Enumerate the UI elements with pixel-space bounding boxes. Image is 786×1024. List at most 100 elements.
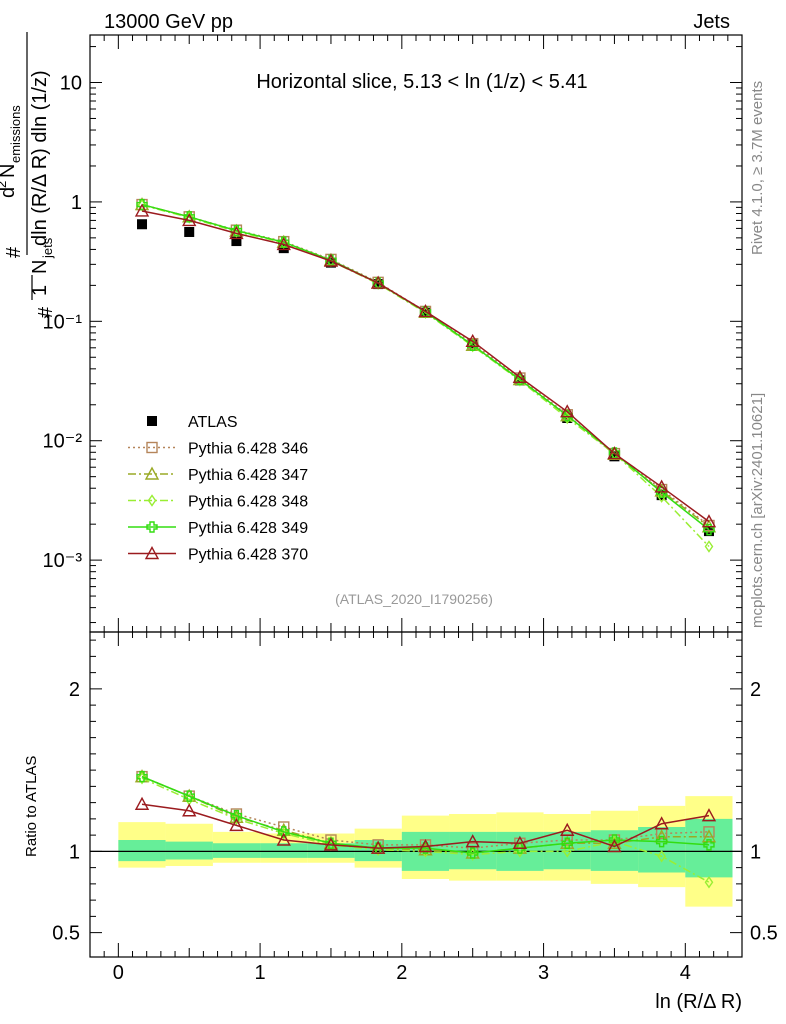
ratio-point (465, 834, 480, 848)
main-y-label: # 1 N jets # d 2 N emissions dln (R/Δ R)… (0, 32, 57, 318)
legend-marker (144, 466, 160, 480)
ratio-point (418, 839, 433, 853)
series-line (141, 210, 710, 523)
main-panel: 10⁻³ 10⁻² 10⁻¹ 1 10 (43, 34, 743, 633)
ratio-point (703, 839, 715, 851)
ratio-point (276, 832, 291, 846)
x-tick-label: 1 (255, 962, 266, 984)
header-energy: 13000 GeV pp (104, 11, 233, 33)
y-tick-label: 10⁻² (43, 431, 83, 453)
data-point (323, 253, 339, 267)
data-point (231, 236, 242, 247)
data-point (134, 203, 150, 217)
ratio-point (136, 770, 148, 783)
ratio-panel: 0.5 0.5 1 1 2 2 0 1 2 3 4 (52, 35, 778, 984)
y-tick-label: 10 (60, 73, 82, 95)
legend-marker (147, 494, 157, 507)
data-point (465, 333, 480, 348)
band-1sigma-bin (118, 840, 166, 862)
ratio-point (183, 790, 195, 802)
x-axis-label: ln (R/Δ R) (655, 991, 742, 1013)
ratio-line (141, 803, 710, 849)
x-tick-label: 4 (680, 962, 691, 984)
data-point (607, 446, 622, 460)
ratio-point (229, 817, 244, 832)
ratio-point (137, 772, 147, 785)
data-point (370, 275, 386, 289)
svg-text:N: N (0, 164, 19, 178)
band-1sigma-bin (638, 827, 686, 873)
ratio-y-label: Ratio to ATLAS (23, 756, 40, 857)
data-point (229, 225, 244, 240)
svg-text:dln (R/Δ R) dln (1/z): dln (R/Δ R) dln (1/z) (29, 70, 51, 246)
svg-text:#: # (3, 246, 25, 258)
data-point (137, 219, 148, 230)
mcplots-label: mcplots.cern.ch [arXiv:2401.10621] (749, 393, 766, 628)
ratio-point (704, 876, 714, 889)
data-point (704, 540, 714, 553)
ratio-y-tick-label-right: 2 (750, 679, 761, 701)
legend-label: Pythia 6.428 370 (188, 547, 308, 564)
ratio-point (323, 837, 339, 851)
legend-label: Pythia 6.428 346 (188, 441, 308, 458)
data-point (560, 404, 575, 418)
legend-marker (144, 546, 160, 560)
legend-label: Pythia 6.428 349 (188, 520, 308, 537)
data-point (182, 212, 197, 227)
data-point (373, 279, 384, 290)
legend-label: Pythia 6.428 347 (188, 467, 308, 484)
x-tick-label: 0 (113, 962, 124, 984)
data-point (418, 303, 433, 318)
data-point (325, 257, 336, 268)
ratio-point (418, 842, 433, 856)
data-point (183, 211, 195, 223)
legend-label: ATLAS (188, 414, 238, 431)
data-point (184, 226, 195, 237)
data-point (654, 479, 669, 493)
ratio-point (657, 850, 666, 863)
svg-text:#: # (35, 306, 57, 318)
ratio-point (701, 808, 717, 822)
ratio-point (654, 816, 669, 830)
svg-text:d: d (0, 187, 19, 198)
data-point (278, 236, 290, 248)
chart-title: Horizontal slice, 5.13 < ln (1/z) < 5.41 (256, 71, 587, 93)
data-point (512, 369, 528, 383)
ratio-point (372, 839, 384, 851)
ratio-point (370, 840, 386, 854)
svg-text:2: 2 (0, 181, 9, 188)
ratio-y-tick-label-right: 1 (750, 841, 761, 863)
svg-text:jets: jets (40, 237, 55, 259)
ratio-point (466, 847, 479, 859)
ratio-point (560, 822, 575, 836)
ratio-point (701, 829, 717, 843)
legend-label: Pythia 6.428 348 (188, 494, 308, 511)
data-point (703, 523, 715, 536)
ratio-y-tick-label: 1 (69, 841, 80, 863)
ratio-y-tick-label: 2 (69, 679, 80, 701)
ratio-point (230, 809, 243, 822)
svg-text:1: 1 (29, 285, 51, 296)
ratio-point (134, 796, 150, 810)
x-tick-label: 2 (396, 962, 407, 984)
y-tick-label: 10⁻¹ (43, 311, 83, 333)
ratio-point (562, 845, 572, 858)
legend-marker (146, 521, 158, 533)
ratio-point (182, 803, 197, 817)
legend-marker (146, 441, 158, 454)
band-1sigma-bin (685, 818, 733, 878)
ratio-line (141, 775, 709, 854)
band-1sigma-bin (260, 843, 308, 858)
chart-watermark: (ATLAS_2020_I1790256) (335, 591, 493, 607)
data-point (230, 224, 243, 237)
ratio-point (607, 839, 622, 853)
ratio-y-tick-label: 0.5 (52, 923, 80, 945)
data-point (609, 451, 620, 462)
header-jets: Jets (693, 11, 730, 33)
ratio-point (561, 837, 573, 849)
legend-marker (147, 416, 157, 426)
ratio-point (655, 835, 668, 848)
svg-text:N: N (29, 260, 51, 274)
data-point (276, 237, 291, 251)
